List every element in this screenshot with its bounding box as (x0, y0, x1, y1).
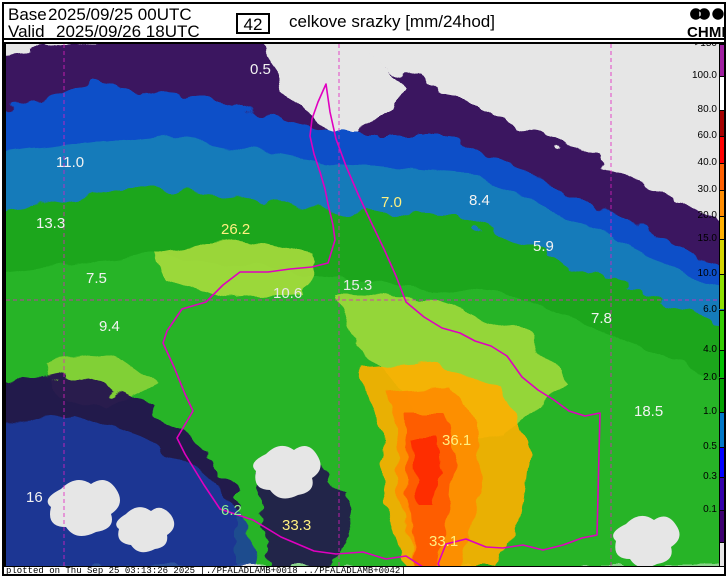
svg-text:8.4: 8.4 (469, 192, 490, 209)
svg-text:6.2: 6.2 (221, 502, 242, 519)
svg-text:7.5: 7.5 (86, 270, 107, 287)
svg-text:0.5: 0.5 (250, 61, 271, 78)
svg-text:5.9: 5.9 (533, 238, 554, 255)
svg-text:18.5: 18.5 (634, 403, 663, 420)
svg-text:13.3: 13.3 (36, 215, 65, 232)
svg-text:36.1: 36.1 (442, 432, 471, 449)
svg-text:10.6: 10.6 (273, 285, 302, 302)
svg-text:33.3: 33.3 (282, 517, 311, 534)
svg-text:33.1: 33.1 (429, 533, 458, 550)
svg-text:7.0: 7.0 (381, 194, 402, 211)
svg-text:26.2: 26.2 (221, 221, 250, 238)
svg-text:15.3: 15.3 (343, 277, 372, 294)
svg-text:9.4: 9.4 (99, 318, 120, 335)
svg-text:7.8: 7.8 (591, 310, 612, 327)
svg-text:16: 16 (26, 489, 43, 506)
svg-text:11.0: 11.0 (56, 154, 84, 171)
